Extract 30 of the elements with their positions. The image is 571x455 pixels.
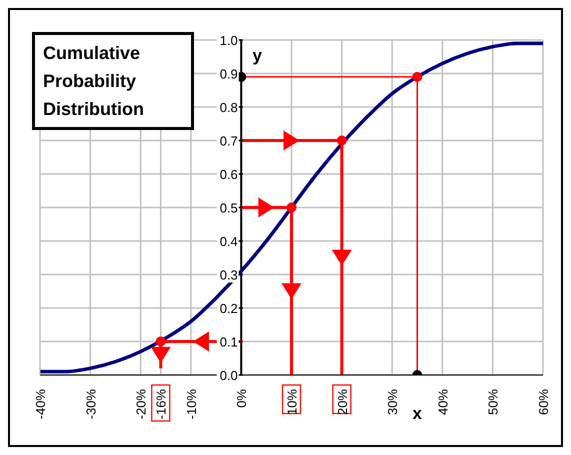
y-tick-label: 1.0 bbox=[220, 33, 238, 48]
x-tick-label: 0% bbox=[234, 388, 250, 408]
x-tick-label: 40% bbox=[435, 388, 450, 416]
point bbox=[286, 202, 296, 212]
y-tick-label: 0.4 bbox=[220, 234, 238, 249]
x-tick-label: 20% bbox=[334, 388, 350, 416]
y-tick-label: 0.6 bbox=[220, 167, 238, 182]
point bbox=[336, 136, 347, 146]
y-tick-label: 0.5 bbox=[220, 200, 238, 216]
y-tick-label: 0.8 bbox=[220, 100, 238, 115]
y-tick-label: 0.1 bbox=[220, 334, 238, 350]
y-tick-label: 0.9 bbox=[220, 66, 238, 82]
x-tick-label: -16% bbox=[154, 388, 169, 420]
y-tick-label: 0.0 bbox=[220, 368, 238, 383]
x-tick-label: 50% bbox=[486, 388, 501, 416]
y-tick-label: 0.2 bbox=[220, 301, 238, 316]
x-tick-label: -10% bbox=[184, 388, 199, 420]
point bbox=[156, 336, 166, 346]
title-box: Cumulative Probability Distribution bbox=[32, 32, 194, 130]
y-tick-label: 0.7 bbox=[220, 134, 238, 148]
x-tick-label: 60% bbox=[536, 388, 551, 416]
x-tick-label: -30% bbox=[83, 388, 98, 420]
y-tick-label: 0.3 bbox=[220, 268, 238, 282]
x-tick-label: -20% bbox=[134, 388, 149, 420]
annotation: x bbox=[412, 404, 423, 423]
x-tick-label: 30% bbox=[385, 388, 400, 416]
x-tick-label: 10% bbox=[284, 388, 300, 416]
annotation: y bbox=[252, 46, 262, 65]
point bbox=[412, 72, 422, 82]
x-tick-label: -40% bbox=[33, 388, 48, 420]
